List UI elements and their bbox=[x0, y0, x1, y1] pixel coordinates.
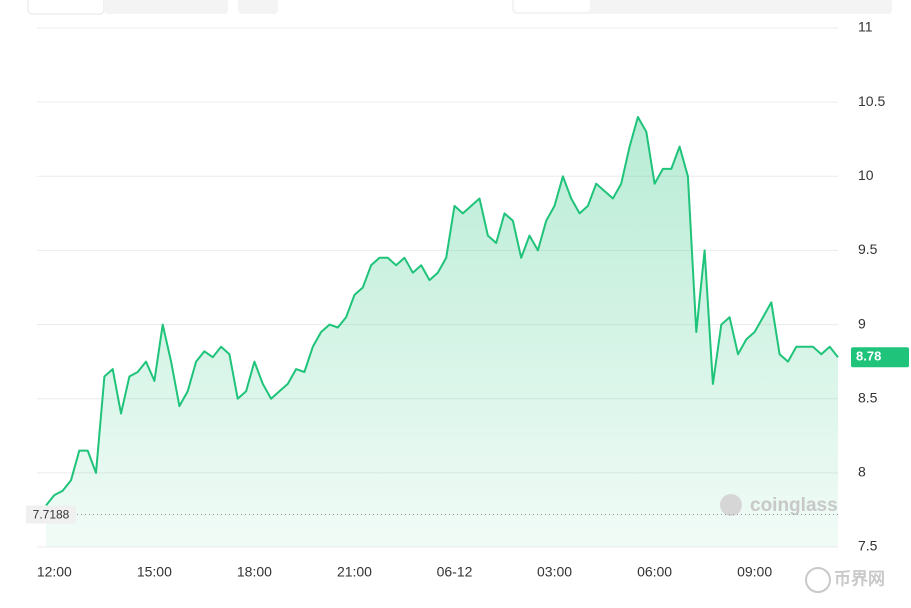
source-mark: 币界网 bbox=[834, 569, 885, 588]
interval-tab-active[interactable] bbox=[514, 0, 590, 12]
x-tick-label: 03:00 bbox=[537, 564, 572, 580]
watermark-logo bbox=[720, 494, 742, 516]
y-tick-label: 8.5 bbox=[858, 389, 878, 405]
y-tick-label: 10.5 bbox=[858, 93, 885, 109]
x-tick-label: 15:00 bbox=[137, 564, 172, 580]
min-label-box bbox=[26, 505, 76, 524]
y-tick-label: 9 bbox=[858, 315, 866, 331]
x-tick-label: 06-12 bbox=[437, 564, 473, 580]
y-tick-label: 10 bbox=[858, 167, 874, 183]
y-tick-label: 8 bbox=[858, 464, 866, 480]
min-label: 7.7188 bbox=[33, 508, 70, 522]
toolbar-button[interactable] bbox=[104, 0, 228, 14]
x-tick-label: 06:00 bbox=[637, 564, 672, 580]
area-fill bbox=[46, 117, 838, 547]
source-logo bbox=[805, 567, 831, 593]
x-tick-label: 18:00 bbox=[237, 564, 272, 580]
y-tick-label: 7.5 bbox=[858, 538, 878, 554]
toolbar-button[interactable] bbox=[238, 0, 278, 14]
interval-tabs[interactable] bbox=[512, 0, 892, 14]
toolbar-button[interactable] bbox=[27, 0, 105, 15]
y-tick-label: 9.5 bbox=[858, 241, 878, 257]
x-tick-label: 09:00 bbox=[737, 564, 772, 580]
watermark: coinglass bbox=[750, 495, 838, 516]
last-price-label: 8.78 bbox=[856, 349, 881, 364]
x-tick-label: 21:00 bbox=[337, 564, 372, 580]
x-tick-label: 12:00 bbox=[37, 564, 72, 580]
last-price-badge bbox=[851, 347, 909, 368]
y-tick-label: 11 bbox=[858, 19, 873, 35]
price-line bbox=[45, 116, 839, 507]
